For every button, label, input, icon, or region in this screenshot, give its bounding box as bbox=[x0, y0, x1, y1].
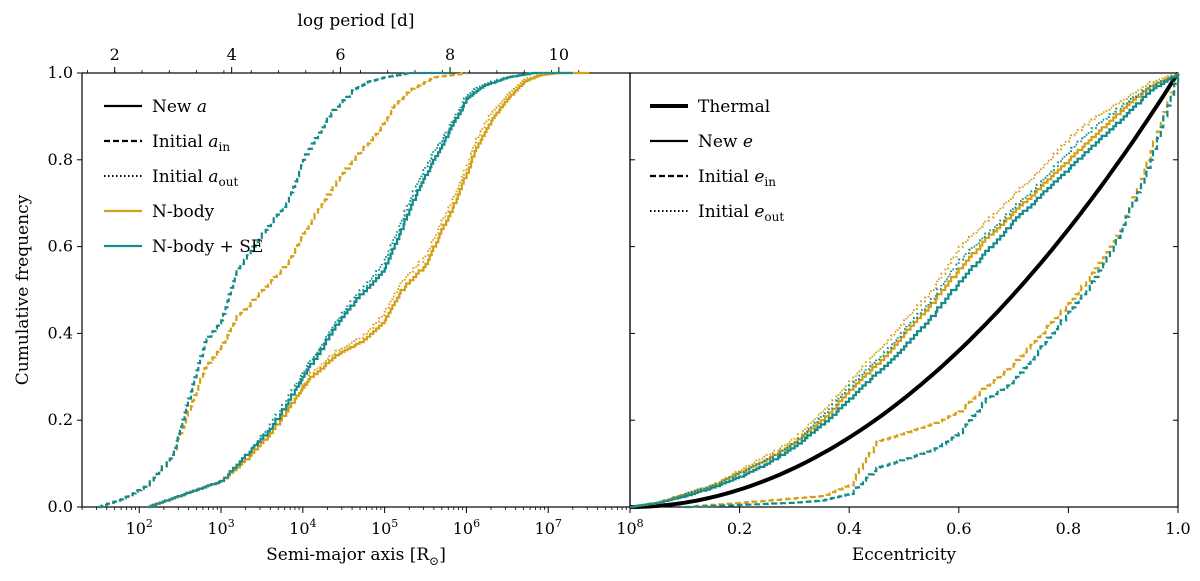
x-tick-label: 106 bbox=[453, 517, 480, 538]
right-legend-label: Thermal bbox=[698, 97, 770, 117]
x-tick-label-right: 0.2 bbox=[727, 519, 752, 538]
x-tick-label: 105 bbox=[371, 517, 398, 538]
top-axis-label: log period [d] bbox=[297, 11, 414, 31]
y-tick-label: 0.8 bbox=[48, 150, 73, 169]
series-line-left-4 bbox=[147, 72, 590, 508]
right-legend-label: New e bbox=[698, 132, 753, 152]
left-legend-label: N-body + SE bbox=[152, 237, 263, 257]
left-legend-label: Initial aout bbox=[152, 167, 238, 189]
y-tick-label: 0.6 bbox=[48, 237, 73, 256]
top-tick-label: 10 bbox=[549, 45, 569, 64]
series-line-right-2 bbox=[630, 73, 1180, 509]
series-line-left-3 bbox=[98, 71, 451, 509]
right-legend-label: Initial eout bbox=[698, 202, 784, 224]
x-tick-label-right: 1.0 bbox=[1165, 519, 1190, 538]
left-legend-label: New a bbox=[152, 97, 207, 117]
series-line-right-5 bbox=[630, 73, 1179, 508]
y-tick-label: 0.2 bbox=[48, 410, 73, 429]
series-line-right-0 bbox=[630, 71, 1180, 509]
x-tick-label-right: 0.6 bbox=[946, 519, 971, 538]
series-line-right-6 bbox=[630, 73, 1179, 508]
left-legend-label: Initial ain bbox=[152, 132, 230, 154]
y-tick-label: 1.0 bbox=[48, 63, 73, 82]
y-axis-label: Cumulative frequency bbox=[13, 194, 33, 385]
y-tick-label: 0.0 bbox=[48, 497, 73, 516]
y-tick-label: 0.4 bbox=[48, 323, 73, 342]
right-plot-frame bbox=[629, 72, 1179, 508]
series-line-right-3 bbox=[684, 73, 1180, 509]
right-panel: 0.2 0.4 0.6 0.8 1.0 Eccentricity Thermal New e I… bbox=[629, 71, 1191, 565]
right-legend-label: Initial ein bbox=[698, 167, 776, 189]
x-tick-label: 102 bbox=[126, 517, 153, 538]
x-axis-label: Semi-major axis [R⊙] bbox=[266, 545, 446, 568]
x-tick-label: 107 bbox=[535, 517, 562, 538]
x-axis-label-right: Eccentricity bbox=[852, 545, 957, 565]
x-tick-label: 108 bbox=[616, 517, 643, 538]
series-line-left-0 bbox=[147, 71, 590, 509]
left-legend-label: N-body bbox=[152, 202, 215, 222]
series-line-left-5 bbox=[147, 72, 573, 508]
x-tick-label: 103 bbox=[207, 517, 234, 538]
top-tick-label: 8 bbox=[445, 45, 455, 64]
top-tick-label: 4 bbox=[227, 45, 237, 64]
x-tick-label-right: 0.4 bbox=[836, 519, 861, 538]
x-tick-label-right: 0.8 bbox=[1056, 519, 1081, 538]
series-line-right-4 bbox=[684, 73, 1180, 509]
x-tick-label: 104 bbox=[289, 517, 316, 538]
top-tick-label: 6 bbox=[335, 45, 345, 64]
top-tick-label: 2 bbox=[110, 45, 120, 64]
